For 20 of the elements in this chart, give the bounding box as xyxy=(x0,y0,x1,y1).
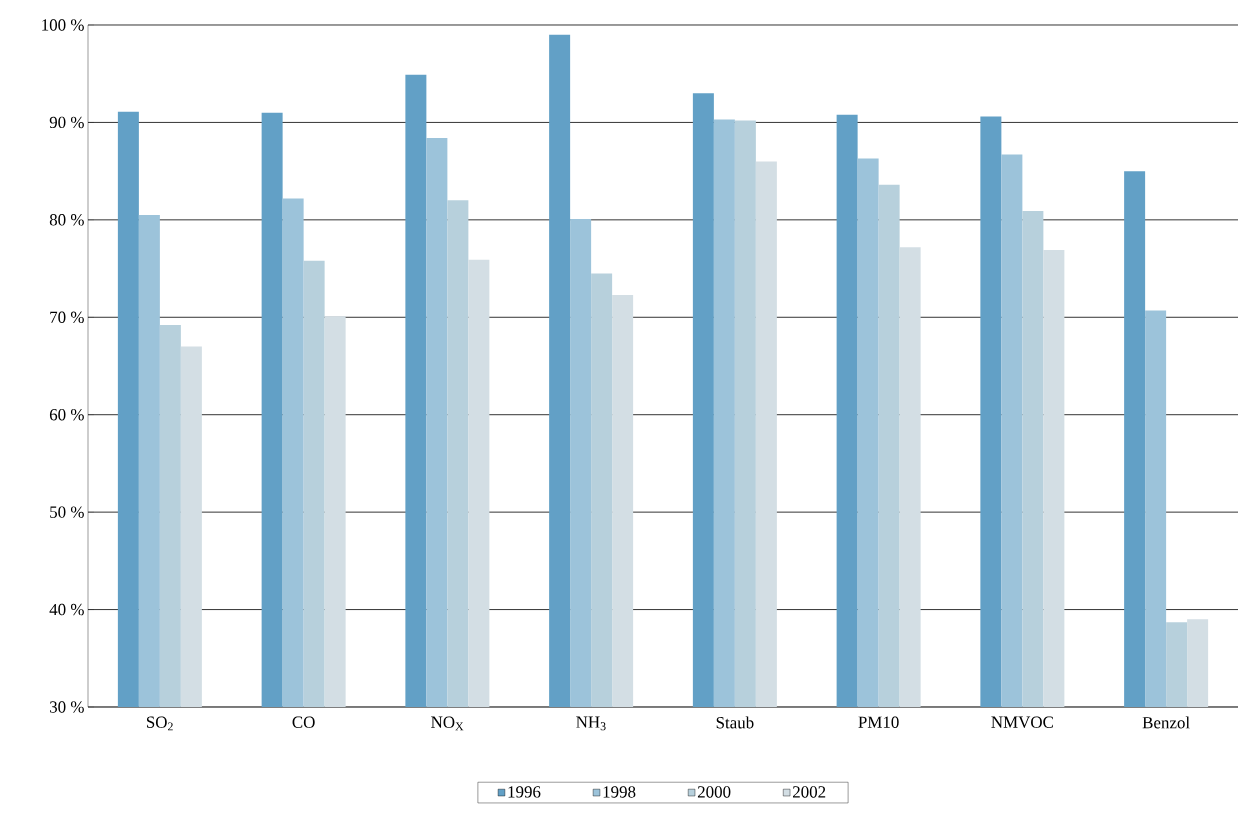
legend-label: 1996 xyxy=(508,786,541,798)
x-tick-label: NMVOC xyxy=(991,716,1053,728)
y-tick-label: 30 % xyxy=(50,701,84,713)
y-tick-label: 90 % xyxy=(49,116,84,129)
x-tick-label: PM10 xyxy=(858,716,899,728)
x-tick-label: SO$_{2}$ xyxy=(146,716,173,731)
y-tick-label: 80 % xyxy=(49,214,84,226)
y-tick-label: 50 % xyxy=(50,506,84,518)
x-tick-label: NH$_{3}$ xyxy=(576,716,606,731)
legend-label: 1998 xyxy=(603,786,636,798)
y-tick-label: 70 % xyxy=(50,311,84,324)
y-tick-label: 60 % xyxy=(49,408,84,421)
x-tick-label: Staub xyxy=(716,716,754,729)
y-tick-label: 40 % xyxy=(49,603,84,616)
x-tick-label: Benzol xyxy=(1142,716,1190,729)
x-tick-label: CO xyxy=(292,716,315,728)
y-tick-label: 100 % xyxy=(42,19,84,31)
x-tick-label: NO$_{X}$ xyxy=(431,716,464,731)
legend-label: 2000 xyxy=(697,786,731,798)
legend-label: 2002 xyxy=(793,786,826,798)
